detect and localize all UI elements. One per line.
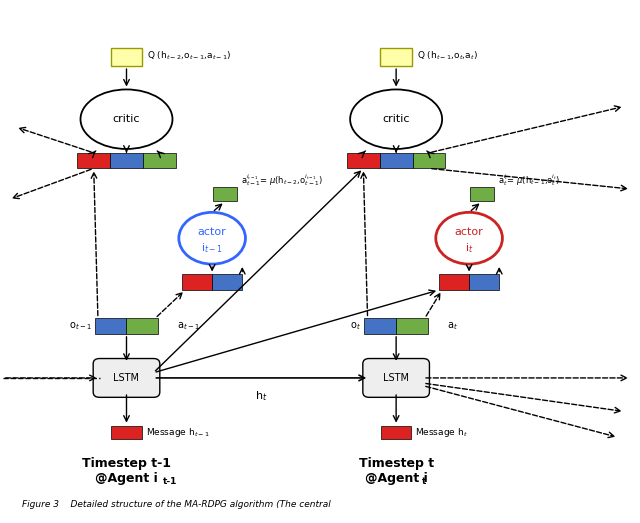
Text: critic: critic [113, 114, 140, 124]
FancyBboxPatch shape [111, 48, 142, 66]
FancyBboxPatch shape [110, 153, 143, 168]
Text: Timestep t-1: Timestep t-1 [82, 457, 171, 470]
FancyBboxPatch shape [364, 319, 396, 334]
FancyBboxPatch shape [77, 153, 110, 168]
Text: a$_{t-1}$: a$_{t-1}$ [177, 320, 200, 332]
FancyBboxPatch shape [111, 426, 141, 439]
Text: critic: critic [382, 114, 410, 124]
FancyBboxPatch shape [127, 319, 158, 334]
FancyBboxPatch shape [413, 153, 445, 168]
FancyBboxPatch shape [93, 359, 160, 397]
FancyBboxPatch shape [95, 319, 127, 334]
Ellipse shape [350, 89, 442, 149]
Text: a$^{i_t}_t$= $\mu$(h$_{t-1}$,o$^{i_t}_t$): a$^{i_t}_t$= $\mu$(h$_{t-1}$,o$^{i_t}_t$… [498, 172, 560, 188]
FancyBboxPatch shape [143, 153, 175, 168]
FancyBboxPatch shape [439, 275, 469, 290]
Text: a$^{i_{t-1}}_{t-1}$= $\mu$(h$_{t-2}$,o$^{i_{t-1}}_{t-1}$): a$^{i_{t-1}}_{t-1}$= $\mu$(h$_{t-2}$,o$^… [241, 172, 323, 188]
Text: t-1: t-1 [163, 477, 177, 486]
FancyBboxPatch shape [381, 426, 412, 439]
Text: i$_t$: i$_t$ [465, 242, 474, 255]
FancyBboxPatch shape [396, 319, 428, 334]
FancyBboxPatch shape [212, 187, 237, 201]
FancyBboxPatch shape [347, 153, 380, 168]
Ellipse shape [436, 212, 502, 264]
Text: @Agent i: @Agent i [95, 472, 158, 485]
Text: Message h$_{t-1}$: Message h$_{t-1}$ [145, 426, 209, 439]
Ellipse shape [179, 212, 246, 264]
FancyBboxPatch shape [380, 48, 412, 66]
Text: LSTM: LSTM [383, 373, 409, 383]
Text: actor: actor [454, 227, 483, 237]
FancyBboxPatch shape [380, 153, 413, 168]
Text: Timestep t: Timestep t [358, 457, 434, 470]
FancyBboxPatch shape [182, 275, 212, 290]
Text: a$_t$: a$_t$ [447, 320, 458, 332]
FancyBboxPatch shape [470, 187, 494, 201]
Text: o$_t$: o$_t$ [350, 320, 361, 332]
Text: Q (h$_{t-1}$,o$_t$,a$_t$): Q (h$_{t-1}$,o$_t$,a$_t$) [417, 49, 478, 62]
Text: @Agent i: @Agent i [365, 472, 428, 485]
Text: actor: actor [198, 227, 227, 237]
FancyBboxPatch shape [212, 275, 243, 290]
Text: i$_{t-1}$: i$_{t-1}$ [201, 242, 223, 255]
Text: Q (h$_{t-2}$,o$_{t-1}$,a$_{t-1}$): Q (h$_{t-2}$,o$_{t-1}$,a$_{t-1}$) [147, 49, 232, 62]
Text: Message h$_t$: Message h$_t$ [415, 426, 468, 439]
Text: o$_{t-1}$: o$_{t-1}$ [69, 320, 92, 332]
Text: Figure 3    Detailed structure of the MA-RDPG algorithm (The central: Figure 3 Detailed structure of the MA-RD… [22, 500, 331, 509]
Ellipse shape [81, 89, 173, 149]
Text: t: t [422, 477, 426, 486]
FancyBboxPatch shape [469, 275, 499, 290]
FancyBboxPatch shape [363, 359, 429, 397]
Text: h$_t$: h$_t$ [255, 389, 268, 403]
Text: LSTM: LSTM [113, 373, 140, 383]
